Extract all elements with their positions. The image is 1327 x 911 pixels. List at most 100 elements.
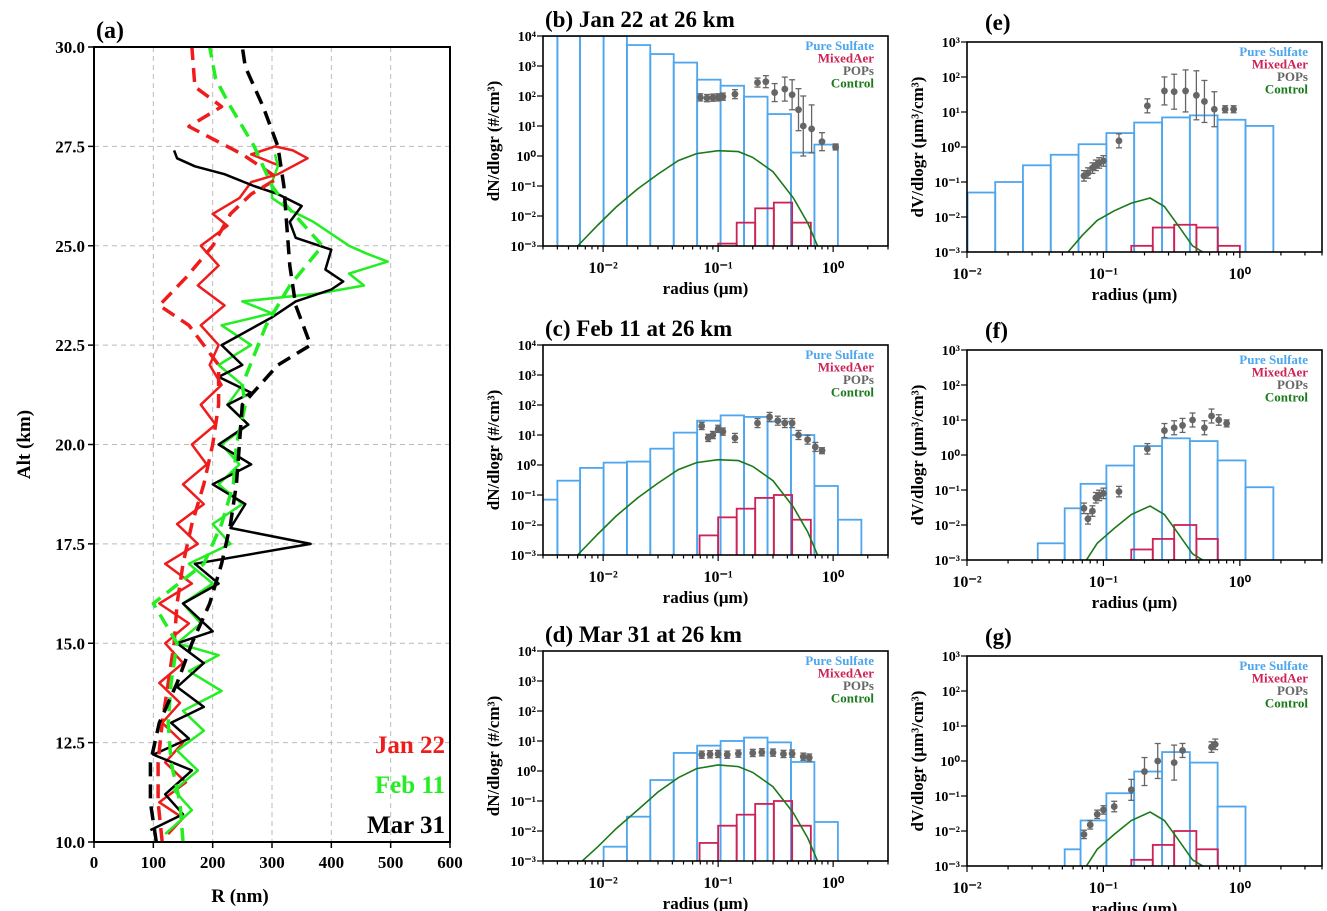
pure-sulfate-bar	[1244, 486, 1275, 560]
pure-sulfate-bar	[696, 78, 722, 246]
x-axis-label: radius (μm)	[1092, 285, 1178, 304]
panel-e: 10⁻² 10⁻¹ 10⁰ 10⁻³ 10⁻² 10⁻¹ 10⁰ 10¹ 10² 10³ Pure …	[908, 10, 1323, 304]
pure-sulfate-bar	[626, 460, 652, 555]
x-tick-label: 10⁻²	[952, 880, 981, 897]
pure-sulfate-bar	[1105, 464, 1136, 560]
mixedaer-bar	[754, 207, 775, 246]
panel-label: (a)	[96, 18, 124, 44]
mixedaer-bar	[698, 534, 720, 555]
pure-sulfate-bar	[1022, 164, 1052, 252]
pops-point	[1161, 87, 1168, 95]
plot-frame	[542, 35, 889, 247]
y-tick-label: 10³	[518, 60, 536, 75]
panel-a: 0 100 200 300 400 500 600 10.0 12.5 15.0 17.5 20.0 2…	[14, 18, 463, 907]
panel-b: 10⁻² 10⁻¹ 10⁰ 10⁻³ 10⁻² 10⁻¹ 10⁰ 10¹ 10² 10³ 10⁴ Pu…	[484, 7, 889, 298]
pure-sulfate-bar	[790, 761, 816, 861]
mixedaer-bar	[735, 813, 757, 861]
legend-label: Pure Sulfate	[1239, 44, 1308, 59]
mixedaer-bar	[1151, 538, 1176, 560]
pops-point	[774, 417, 782, 425]
y-tick-label: 10²	[942, 379, 960, 394]
y-tick-label: 10⁻²	[934, 519, 960, 534]
pure-sulfate-bar	[1188, 761, 1219, 866]
pure-sulfate-bar	[1133, 445, 1163, 560]
y-tick-label: 10⁻¹	[510, 489, 536, 504]
pops-point	[1201, 98, 1208, 105]
y-tick-label: 10⁻³	[934, 246, 960, 261]
x-axis-label: R (nm)	[211, 886, 269, 907]
mixedaer-bar	[735, 507, 757, 555]
mixedaer-bar	[791, 824, 812, 861]
legend-label: MixedAer	[818, 666, 875, 681]
mixedaer-bar	[772, 201, 794, 246]
y-axis-label: Alt (km)	[14, 410, 35, 479]
pure-sulfate-bar	[1036, 542, 1066, 560]
plot-frame	[966, 655, 1323, 867]
y-axis-label: dV/dlogr (μm³/cm³)	[908, 691, 927, 832]
legend-label: Pure Sulfate	[805, 347, 874, 362]
x-tick-label: 100	[141, 853, 167, 872]
panel-label: (f)	[985, 318, 1008, 343]
x-tick-label: 10⁻¹	[704, 260, 733, 277]
pops-point	[766, 413, 773, 421]
x-tick-label: 200	[200, 853, 226, 872]
y-axis-label: dN/dlogr (#/cm³)	[484, 390, 503, 510]
y-tick-label: 10⁻²	[510, 825, 536, 840]
legend-label: Jan 22	[375, 732, 445, 759]
pops-point	[1100, 489, 1107, 497]
control-line	[1085, 811, 1205, 866]
pops-point	[780, 750, 787, 758]
y-tick-label: 10²	[942, 685, 960, 700]
legend-label: Pure Sulfate	[1239, 352, 1308, 367]
y-tick-label: 10¹	[942, 720, 960, 735]
x-tick-label: 10⁻²	[952, 574, 981, 591]
pops-point	[795, 431, 802, 439]
mixedaer-bar	[772, 800, 794, 861]
x-tick-label: 300	[259, 853, 285, 872]
legend-label: POPs	[843, 372, 874, 387]
legend-label: MixedAer	[1252, 671, 1309, 686]
mixedaer-bar	[1173, 223, 1198, 252]
pops-point	[703, 94, 711, 102]
pops-point	[799, 753, 807, 761]
plot-frame	[542, 344, 889, 556]
pops-point	[1170, 759, 1178, 767]
y-tick-label: 10²	[518, 399, 536, 414]
y-axis-label: dN/dlogr (#/cm³)	[484, 81, 503, 201]
pops-point	[754, 79, 761, 86]
pops-point	[698, 751, 706, 759]
pops-point	[762, 78, 770, 86]
y-tick-label: 10²	[518, 90, 536, 105]
y-tick-label: 10⁰	[516, 765, 536, 780]
pops-point	[1143, 102, 1151, 110]
y-tick-label: 10⁻²	[934, 825, 960, 840]
plot-frame	[966, 349, 1323, 561]
pops-point	[1080, 830, 1088, 838]
pure-sulfate-bar	[813, 143, 839, 246]
series-mar-31-solid	[149, 149, 345, 832]
pure-sulfate-bar	[1133, 121, 1163, 252]
pops-point	[781, 85, 789, 93]
legend-label: MixedAer	[1252, 57, 1309, 72]
legend-label: MixedAer	[818, 360, 875, 375]
legend-label: POPs	[1277, 377, 1308, 392]
y-axis-label: dV/dlogr (μm³/cm³)	[908, 385, 927, 526]
pure-sulfate-bar	[649, 53, 675, 246]
y-tick-label: 10⁰	[940, 449, 960, 464]
y-tick-label: 10⁰	[516, 459, 536, 474]
y-tick-label: 15.0	[55, 634, 85, 653]
pops-point	[1170, 424, 1178, 432]
pops-point	[788, 750, 796, 758]
y-tick-label: 17.5	[55, 535, 85, 554]
x-tick-label: 10⁻²	[589, 875, 618, 892]
mixedaer-bar	[754, 803, 775, 861]
pops-point	[811, 443, 819, 451]
legend-label: Mar 31	[367, 812, 445, 839]
y-tick-label: 10⁻³	[934, 554, 960, 569]
control-line	[1067, 197, 1205, 252]
legend-label: Pure Sulfate	[805, 653, 874, 668]
pops-point	[714, 750, 722, 758]
pops-point	[804, 436, 812, 444]
y-tick-label: 10⁻³	[510, 855, 536, 870]
pure-sulfate-bar	[556, 479, 581, 555]
